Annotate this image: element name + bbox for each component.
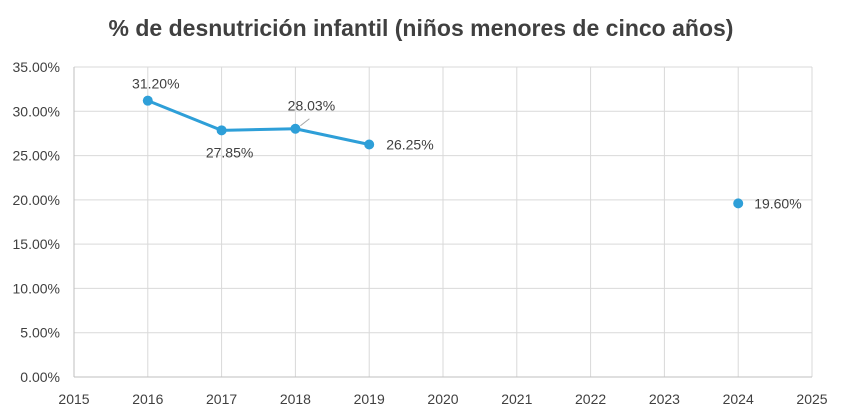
y-tick-label: 25.00% bbox=[13, 148, 60, 164]
y-tick-label: 15.00% bbox=[13, 236, 60, 252]
chart-title: % de desnutrición infantil (niños menore… bbox=[109, 15, 734, 41]
data-label: 28.03% bbox=[288, 98, 335, 114]
y-tick-label: 5.00% bbox=[20, 325, 60, 341]
data-point bbox=[142, 95, 153, 106]
x-tick-label: 2020 bbox=[427, 391, 458, 407]
gridlines bbox=[74, 66, 813, 377]
data-point bbox=[733, 198, 744, 209]
x-tick-label: 2019 bbox=[354, 391, 385, 407]
data-label: 31.20% bbox=[132, 76, 179, 92]
x-tick-label: 2023 bbox=[649, 391, 680, 407]
data-point bbox=[364, 139, 375, 150]
data-point bbox=[290, 123, 301, 134]
data-series bbox=[142, 95, 744, 209]
x-tick-label: 2017 bbox=[206, 391, 237, 407]
data-label: 26.25% bbox=[386, 137, 433, 153]
x-tick-label: 2021 bbox=[501, 391, 532, 407]
data-labels: 31.20% 27.85% 28.03% 26.25% 19.60% bbox=[132, 76, 802, 212]
y-tick-label: 20.00% bbox=[13, 192, 60, 208]
x-tick-label: 2022 bbox=[575, 391, 606, 407]
data-label: 27.85% bbox=[206, 144, 253, 160]
x-tick-label: 2024 bbox=[723, 391, 754, 407]
series-line bbox=[147, 99, 370, 146]
x-tick-label: 2025 bbox=[796, 391, 827, 407]
x-tick-label: 2016 bbox=[132, 391, 163, 407]
data-point bbox=[216, 125, 227, 136]
data-label: 19.60% bbox=[754, 195, 801, 211]
x-tick-label: 2018 bbox=[280, 391, 311, 407]
y-tick-label: 0.00% bbox=[20, 369, 60, 385]
y-tick-label: 30.00% bbox=[13, 103, 60, 119]
axes: 0.00% 5.00% 10.00% 15.00% 20.00% 25.00% 30.00%… bbox=[13, 59, 828, 407]
x-tick-label: 2015 bbox=[58, 391, 89, 407]
label-leader-line bbox=[300, 118, 310, 127]
y-tick-label: 35.00% bbox=[13, 59, 60, 75]
y-tick-label: 10.00% bbox=[13, 280, 60, 296]
